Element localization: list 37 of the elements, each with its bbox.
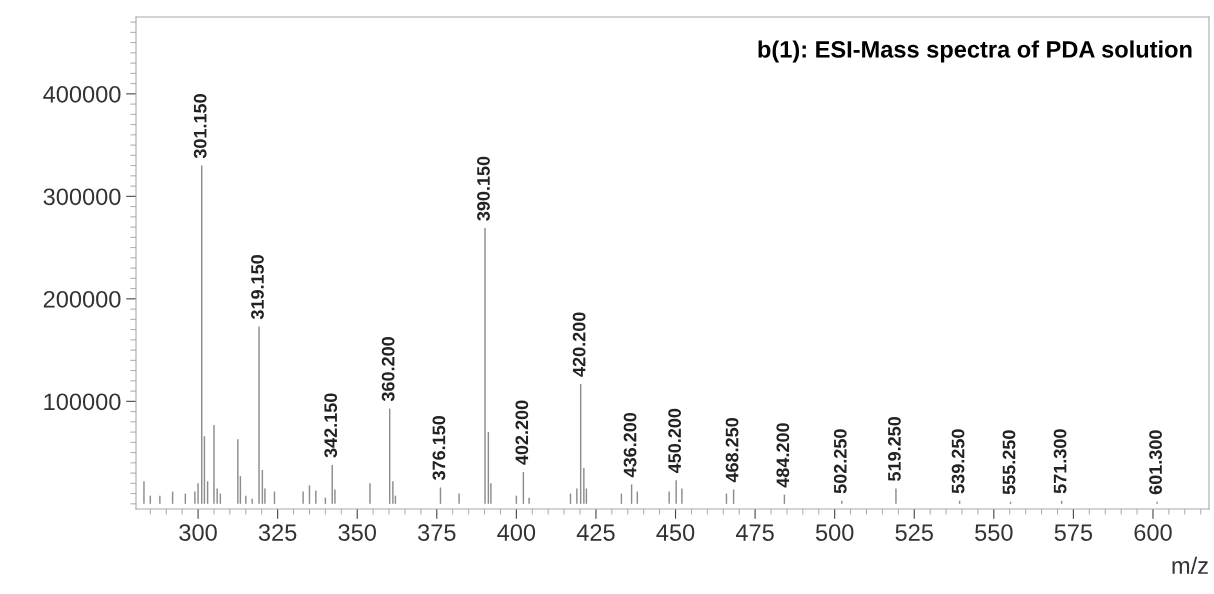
x-tick-label: 375 <box>418 524 456 541</box>
x-tick-label: 425 <box>576 524 615 541</box>
x-tick-label: 500 <box>815 524 854 541</box>
annotation: 342.150 <box>324 393 338 458</box>
annotation: 555.250 <box>1002 430 1016 495</box>
annotation: 450.200 <box>668 408 682 474</box>
x-tick-label: 575 <box>1054 524 1093 541</box>
y-tick-label: 300000 <box>43 188 121 206</box>
y-tick-label: 400000 <box>43 85 121 103</box>
annotation: 519.250 <box>888 417 901 481</box>
x-tick-label: 325 <box>258 524 297 541</box>
y-tick-label: 200000 <box>43 290 121 308</box>
x-tick-label: 525 <box>895 524 933 541</box>
x-tick-label: 600 <box>1134 524 1172 541</box>
annotation: 319.150 <box>251 255 264 320</box>
annotation: 502.250 <box>833 429 847 494</box>
y-tick-label: 100000 <box>44 393 121 411</box>
annotation: 539.250 <box>951 429 965 494</box>
x-axis-title: m/z <box>1172 556 1208 575</box>
x-tick-label: 350 <box>338 524 376 541</box>
annotation: 301.150 <box>193 94 207 159</box>
annotation: 436.200 <box>623 412 637 478</box>
annotation: 402.200 <box>515 400 529 465</box>
text: b(1): ESI-Mass spectra of PDA solution <box>758 40 1192 63</box>
x-tick-label: 475 <box>735 524 774 541</box>
annotation: 571.300 <box>1053 429 1067 494</box>
annotation: 390.150 <box>477 156 490 221</box>
annotation: 484.200 <box>776 423 790 488</box>
x-tick-label: 450 <box>656 524 695 541</box>
annotation: 601.300 <box>1149 430 1162 495</box>
annotation: 468.250 <box>725 418 739 483</box>
x-tick-label: 400 <box>497 524 536 541</box>
annotation: 360.200 <box>381 337 395 402</box>
x-tick-label: 300 <box>179 524 217 541</box>
x-tick-label: 550 <box>975 524 1013 541</box>
annotation: 376.150 <box>432 415 446 481</box>
annotation: 420.200 <box>572 312 586 377</box>
